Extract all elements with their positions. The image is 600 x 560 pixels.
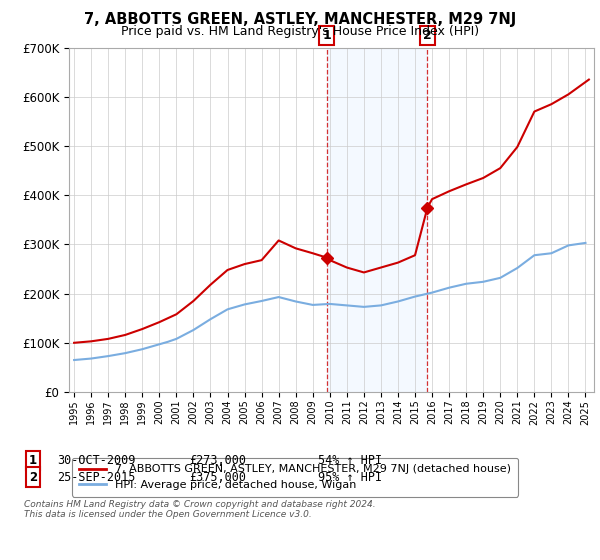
- Text: Contains HM Land Registry data © Crown copyright and database right 2024.
This d: Contains HM Land Registry data © Crown c…: [24, 500, 376, 519]
- Text: 1: 1: [29, 454, 37, 467]
- Text: 25-SEP-2015: 25-SEP-2015: [57, 470, 136, 484]
- Bar: [327, 48, 427, 392]
- Text: 95% ↑ HPI: 95% ↑ HPI: [318, 470, 382, 484]
- Text: 30-OCT-2009: 30-OCT-2009: [57, 454, 136, 467]
- Text: 2: 2: [423, 29, 432, 42]
- Text: 2: 2: [29, 470, 37, 484]
- Legend: 7, ABBOTTS GREEN, ASTLEY, MANCHESTER, M29 7NJ (detached house), HPI: Average pri: 7, ABBOTTS GREEN, ASTLEY, MANCHESTER, M2…: [72, 458, 518, 497]
- Text: Price paid vs. HM Land Registry's House Price Index (HPI): Price paid vs. HM Land Registry's House …: [121, 25, 479, 38]
- Text: £273,000: £273,000: [189, 454, 246, 467]
- Text: 1: 1: [323, 29, 331, 42]
- Text: £375,000: £375,000: [189, 470, 246, 484]
- Text: 7, ABBOTTS GREEN, ASTLEY, MANCHESTER, M29 7NJ: 7, ABBOTTS GREEN, ASTLEY, MANCHESTER, M2…: [84, 12, 516, 27]
- Text: 54% ↑ HPI: 54% ↑ HPI: [318, 454, 382, 467]
